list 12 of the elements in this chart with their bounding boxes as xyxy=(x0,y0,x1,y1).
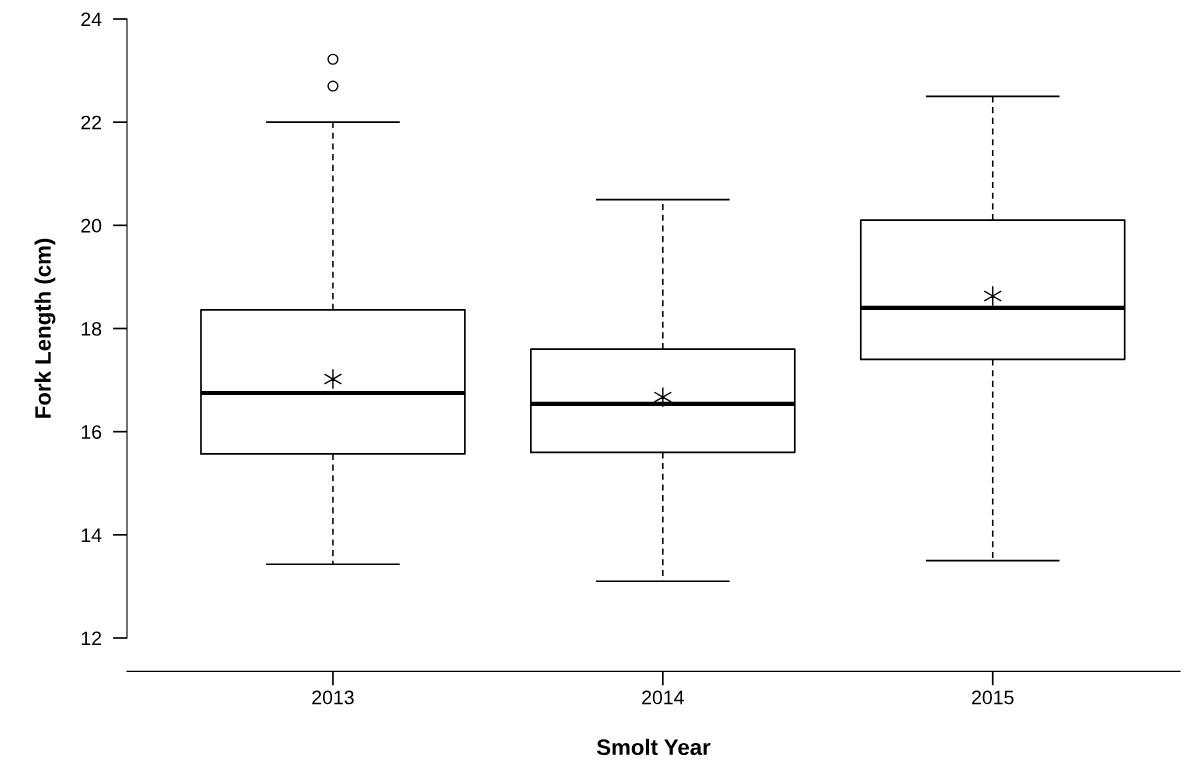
y-tick-label: 22 xyxy=(81,115,102,130)
y-tick-label: 16 xyxy=(81,425,102,439)
x-tick-label: 2013 xyxy=(312,690,354,705)
x-tick-label: 2015 xyxy=(972,690,1014,705)
y-tick-label: 14 xyxy=(81,528,102,542)
y-axis-title: Fork Length (cm) xyxy=(34,238,56,418)
x-tick-label: 2014 xyxy=(642,690,684,705)
y-tick-label: 18 xyxy=(81,321,102,336)
x-axis-title: Smolt Year xyxy=(596,738,711,756)
y-tick-label: 12 xyxy=(81,631,102,646)
y-tick-label: 24 xyxy=(81,12,102,27)
y-tick-label: 20 xyxy=(81,218,102,233)
